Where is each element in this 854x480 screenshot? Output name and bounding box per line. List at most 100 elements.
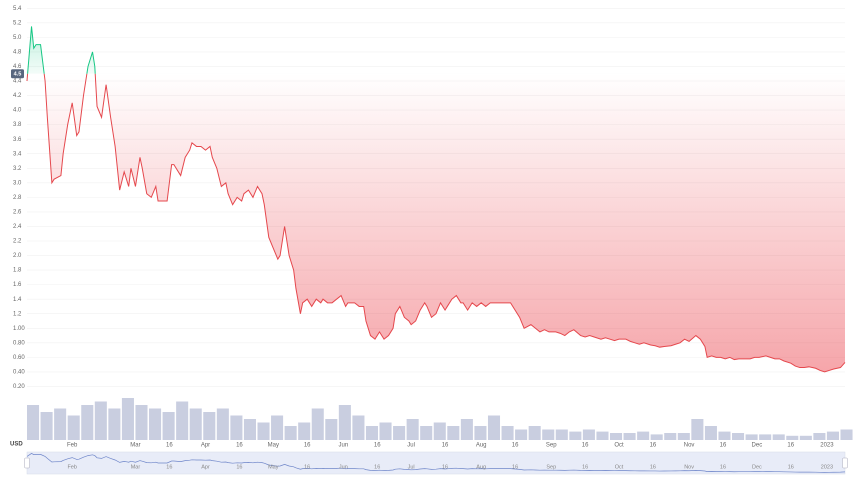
y-tick-label: 2.2: [13, 239, 22, 245]
volume-bar: [501, 426, 514, 440]
y-tick-label: 4.4: [13, 79, 22, 85]
volume-bar: [230, 415, 243, 440]
navigator-tick-label: Feb: [67, 464, 76, 470]
volume-bar: [67, 415, 80, 440]
volume-bar: [637, 431, 650, 440]
volume-bar: [677, 433, 690, 440]
volume-bar: [121, 398, 134, 440]
x-tick-label: Jun: [339, 443, 349, 449]
x-tick-label: Nov: [684, 443, 695, 449]
y-tick-label: 3.6: [13, 137, 22, 143]
volume-bar: [149, 408, 162, 440]
volume-bar: [365, 426, 379, 440]
volume-bar: [542, 429, 555, 440]
volume-bar: [94, 401, 107, 440]
y-tick-label: 0.60: [13, 355, 25, 361]
volume-bar: [162, 412, 175, 440]
navigator-tick-label: Nov: [684, 464, 694, 470]
y-tick-label: 5.0: [13, 35, 22, 41]
x-tick-label: Aug: [476, 443, 487, 449]
volume-bar: [284, 426, 297, 440]
y-tick-label: 1.8: [13, 268, 22, 274]
volume-bar: [650, 434, 663, 440]
navigator-tick-label: Mar: [131, 464, 141, 470]
volume-bar: [515, 429, 528, 440]
volume-bar: [189, 408, 202, 440]
navigator: Feb Mar 16 Apr 16 May 16 Jun 16 Jul 16 Aug 16 Sep 16 Oc…: [24, 451, 848, 475]
navigator-tick-label: May: [268, 464, 279, 470]
volume-bar: [772, 434, 785, 440]
volume-bar: [474, 426, 487, 440]
volume-bar: [813, 433, 826, 440]
y-tick-label: 5.4: [13, 6, 22, 12]
x-tick-label: 16: [166, 443, 173, 449]
x-tick-label: May: [268, 443, 279, 449]
volume-bar: [555, 429, 568, 440]
volume-bar: [826, 431, 839, 440]
navigator-tick-label: Jun: [339, 464, 348, 470]
y-tick-label: 3.4: [13, 151, 22, 157]
y-tick-label: 0.40: [13, 369, 25, 375]
volume-bar: [216, 408, 229, 440]
volume-bar: [176, 401, 189, 440]
x-tick-label: 16: [787, 443, 794, 449]
price-tag-label: 4.5: [14, 71, 22, 77]
volume-bar: [732, 433, 745, 440]
volume-bar: [840, 429, 853, 440]
x-tick-label: Feb: [67, 443, 78, 449]
currency-label: USD: [10, 442, 23, 448]
x-tick-label: 16: [650, 443, 657, 449]
navigator-tick-label: 2023: [821, 464, 833, 470]
y-tick-label: 3.2: [13, 166, 22, 172]
x-tick-label: Sep: [546, 443, 557, 449]
navigator-tick-label: Jul: [408, 464, 415, 470]
x-tick-label: 16: [442, 443, 449, 449]
volume: [27, 398, 853, 440]
x-tick-label: 16: [304, 443, 311, 449]
x-tick-label: 16: [374, 443, 381, 449]
y-tick-label: 2.8: [13, 195, 22, 201]
y-tick-label: 2.4: [13, 224, 22, 230]
x-tick-label: Mar: [130, 443, 140, 449]
navigator-tick-label: 16: [788, 464, 794, 470]
volume-bar: [528, 426, 541, 440]
navigator-tick-label: 16: [166, 464, 172, 470]
volume-bar: [718, 431, 731, 440]
y-tick-label: 4.0: [13, 108, 22, 114]
volume-bar: [311, 408, 324, 440]
navigator-tick-label: 16: [442, 464, 448, 470]
y-tick-label: 0.80: [13, 340, 25, 346]
y-tick-label: 2.6: [13, 209, 22, 215]
navigator-tick-label: 16: [304, 464, 310, 470]
x-tick-label: Jul: [407, 443, 415, 449]
y-tick-label: 3.8: [13, 122, 22, 128]
navigator-tick-label: 16: [720, 464, 726, 470]
navigator-tick-label: 16: [374, 464, 380, 470]
y-tick-label: 1.4: [13, 297, 22, 303]
navigator-tick-label: Apr: [201, 464, 210, 470]
x-tick-label: 16: [236, 443, 243, 449]
plot: 4.5: [11, 26, 846, 373]
x-tick-label: 16: [512, 443, 519, 449]
navigator-tick-label: Aug: [476, 464, 486, 470]
y-tick-label: 1.2: [13, 311, 22, 317]
y-tick-label: 1.6: [13, 282, 22, 288]
x-tick-label: 16: [582, 443, 589, 449]
navigator-tick-label: 16: [650, 464, 656, 470]
volume-bar: [609, 433, 623, 440]
area-down: [27, 73, 845, 372]
y-tick-label: 5.2: [13, 20, 22, 26]
y-tick-label: 3.0: [13, 180, 22, 186]
y-tick-label: 4.2: [13, 93, 22, 99]
volume-bar: [623, 433, 636, 440]
volume-bar: [759, 434, 772, 440]
volume-bar: [420, 426, 433, 440]
volume-bar: [569, 431, 582, 440]
x-tick-label: Oct: [614, 443, 624, 449]
volume-bar: [54, 408, 67, 440]
volume-bar: [203, 412, 216, 440]
axis: 5.4 5.2 5.0 4.8 4.6 4.4 4.2 4.0 3.8 3.6 3.4 3.2 3.0 2…: [10, 6, 834, 449]
price-tag: [11, 69, 24, 79]
volume-bar: [406, 419, 419, 440]
